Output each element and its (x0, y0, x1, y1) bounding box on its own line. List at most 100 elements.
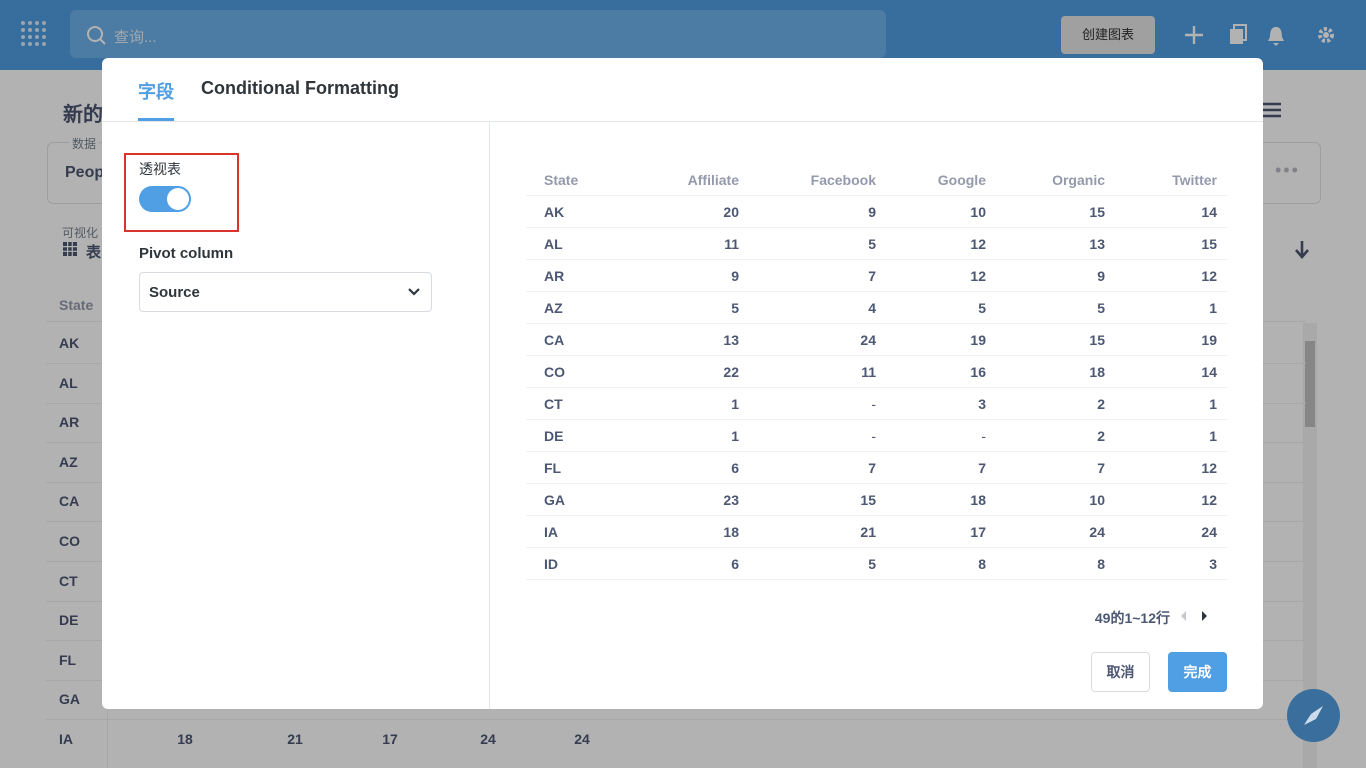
row-line (526, 419, 1227, 420)
done-button[interactable]: 完成 (1168, 652, 1227, 692)
table-cell: 24 (860, 332, 876, 348)
bg-state: AL (59, 374, 78, 391)
pivot-column-value: Source (149, 284, 200, 301)
panel-divider (489, 122, 490, 709)
create-chart-button[interactable]: 创建图表 (1061, 16, 1155, 54)
tab[interactable]: 字段 (138, 82, 174, 102)
tab-divider (102, 121, 1263, 122)
table-cell: GA (544, 492, 565, 508)
header-line (526, 195, 1227, 196)
table-cell: 10 (1089, 492, 1105, 508)
search-box[interactable] (70, 10, 886, 58)
table-cell: 12 (1201, 460, 1217, 476)
column-header: Organic (1052, 172, 1105, 188)
highlight-box (124, 153, 239, 232)
table-cell: 21 (860, 524, 876, 540)
table-cell: 8 (1097, 556, 1105, 572)
row-line (526, 387, 1227, 388)
table-cell: 2 (1097, 396, 1105, 412)
table-cell: 5 (978, 300, 986, 316)
table-cell: 13 (1089, 236, 1105, 252)
tab[interactable]: Conditional Formatting (201, 78, 399, 98)
table-cell: 7 (868, 460, 876, 476)
table-cell: AL (544, 236, 563, 252)
menu-icon[interactable] (1262, 102, 1282, 118)
table-cell: 14 (1201, 364, 1217, 380)
bg-state: AR (59, 414, 80, 431)
row-line (526, 483, 1227, 484)
bg-state: IA (59, 731, 73, 747)
row-line (526, 515, 1227, 516)
table-cell: 1 (1209, 396, 1217, 412)
table-cell: 5 (868, 556, 876, 572)
table-cell: 14 (1201, 204, 1217, 220)
table-cell: 12 (970, 236, 986, 252)
table-cell: 11 (724, 236, 739, 252)
search-icon (87, 26, 106, 45)
table-cell: 1 (731, 428, 739, 444)
table-cell: AK (544, 204, 565, 220)
scroll-thumb[interactable] (1305, 341, 1315, 427)
table-cell: 23 (723, 492, 739, 508)
table-cell: 17 (970, 524, 986, 540)
column-header: Google (937, 172, 986, 188)
compass-button[interactable] (1287, 689, 1340, 742)
bg-header-state: State (59, 297, 94, 313)
table-cell: 12 (970, 268, 986, 284)
table-cell: - (871, 396, 876, 412)
bg-cell: 18 (177, 731, 193, 747)
table-cell: CA (544, 332, 565, 348)
pager-arrows[interactable] (1179, 610, 1209, 622)
pivot-column-select[interactable] (139, 272, 432, 312)
row-line (526, 547, 1227, 548)
table-cell: 18 (723, 524, 739, 540)
bg-cell: 24 (480, 731, 496, 747)
table-icon (63, 242, 77, 256)
table-cell: DE (544, 428, 564, 444)
modal: 字段 Conditional Formatting 透视表 Pivot colum… (102, 58, 1263, 709)
tab-underline (138, 118, 174, 121)
table-cell: - (981, 428, 986, 444)
bg-cell: 17 (382, 731, 398, 747)
row-line (526, 227, 1227, 228)
table-cell: 3 (978, 396, 986, 412)
table-cell: 22 (723, 364, 739, 380)
search-placeholder: 查询... (114, 29, 157, 46)
table-cell: CT (544, 396, 563, 412)
table-cell: 15 (1089, 204, 1105, 220)
table-cell: 16 (970, 364, 986, 380)
table-cell: 24 (1089, 524, 1105, 540)
column-header: Affiliate (687, 172, 739, 188)
table-cell: 15 (860, 492, 876, 508)
table-cell: 9 (731, 268, 739, 284)
table-cell: 3 (1209, 556, 1217, 572)
pivot-toggle[interactable] (139, 186, 191, 212)
table-cell: 19 (1201, 332, 1217, 348)
data-label: 数据 (69, 135, 100, 152)
more-icon[interactable]: ••• (1275, 160, 1300, 180)
cancel-button[interactable]: 取消 (1091, 652, 1150, 692)
scrollbar[interactable] (1303, 323, 1317, 768)
row-line (526, 323, 1227, 324)
table-cell: 20 (723, 204, 739, 220)
table-cell: AR (544, 268, 565, 284)
table-cell: 24 (1201, 524, 1217, 540)
column-header: Facebook (810, 172, 876, 188)
table-cell: 9 (868, 204, 876, 220)
visualization-value: 表 (86, 244, 102, 261)
table-cell: 1 (1209, 428, 1217, 444)
table-cell: 12 (1201, 492, 1217, 508)
logo[interactable] (20, 20, 50, 50)
table-cell: CO (544, 364, 565, 380)
table-cell: 8 (978, 556, 986, 572)
bg-state: CT (59, 572, 78, 589)
table-cell: 15 (1089, 332, 1105, 348)
table-cell: 7 (868, 268, 876, 284)
table-cell: IA (544, 524, 558, 540)
pagination: 49的1~12行 (1094, 610, 1170, 626)
table-cell: 9 (1097, 268, 1105, 284)
visualization-label: 可视化 (62, 226, 99, 240)
download-icon[interactable] (1294, 240, 1310, 260)
bg-state: DE (59, 612, 79, 629)
